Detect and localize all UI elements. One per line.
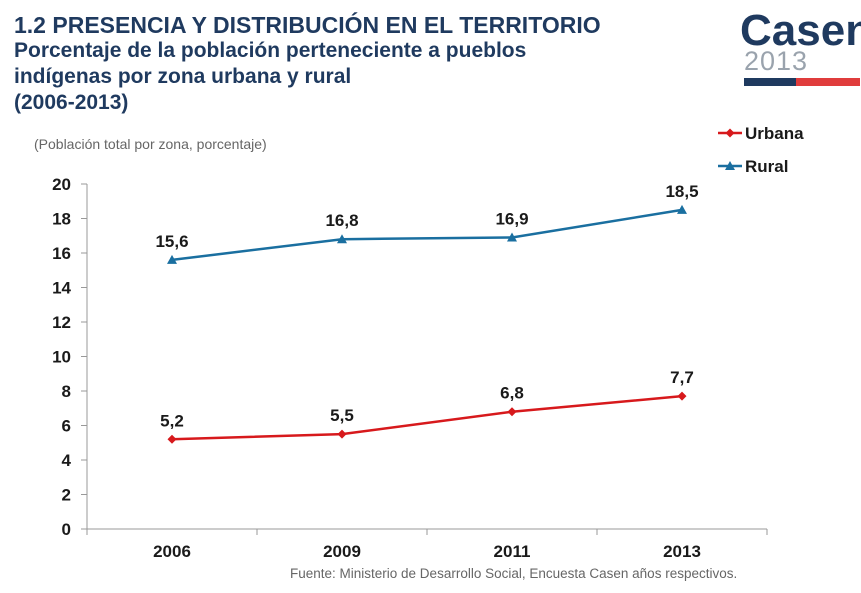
section-title: 1.2 PRESENCIA Y DISTRIBUCIÓN EN EL TERRI… (14, 12, 601, 38)
axis-subtitle: (Población total por zona, porcentaje) (34, 136, 267, 152)
y-tick-label: 10 (52, 348, 71, 367)
data-point-rural (507, 232, 517, 242)
chart-title-line-2: indígenas por zona urbana y rural (14, 65, 352, 88)
y-tick-label: 6 (62, 417, 71, 436)
title-block: 1.2 PRESENCIA Y DISTRIBUCIÓN EN EL TERRI… (14, 12, 601, 116)
data-label-urbana: 7,7 (670, 368, 694, 387)
series-line-rural (171, 208, 683, 262)
legend-marker-urbana (725, 128, 735, 138)
legend-marker-rural (725, 161, 735, 170)
data-label-rural: 16,9 (495, 209, 528, 228)
data-point-urbana (337, 429, 347, 439)
logo-year: 2013 (744, 46, 809, 76)
y-tick-label: 12 (52, 313, 71, 332)
y-tick-label: 20 (52, 175, 71, 194)
data-label-urbana: 5,2 (160, 411, 184, 430)
data-label-rural: 18,5 (665, 182, 698, 201)
data-label-urbana: 5,5 (330, 406, 354, 425)
x-tick-label: 2009 (323, 542, 361, 561)
logo-word: Casen (740, 6, 861, 55)
y-tick-label: 8 (62, 382, 71, 401)
x-tick-label: 2006 (153, 542, 191, 561)
y-tick-label: 14 (52, 279, 71, 298)
data-point-urbana (507, 407, 517, 417)
data-label-rural: 16,8 (325, 211, 358, 230)
data-point-urbana (677, 391, 687, 401)
y-tick-label: 2 (62, 486, 71, 505)
source-note: Fuente: Ministerio de Desarrollo Social,… (290, 566, 738, 581)
data-point-urbana (167, 434, 177, 444)
chart-title-years: (2006-2013) (14, 91, 129, 114)
y-tick-label: 4 (62, 451, 72, 470)
data-label-rural: 15,6 (155, 232, 188, 251)
x-tick-label: 2013 (663, 542, 701, 561)
casen-logo: Casen 2013 (740, 6, 861, 88)
series-line-urbana (171, 394, 683, 441)
legend-label-rural: Rural (745, 157, 788, 176)
x-tick-label: 2011 (494, 542, 531, 561)
logo-bar-red (796, 78, 860, 86)
logo-bar-blue (744, 78, 796, 86)
y-tick-label: 0 (62, 520, 71, 539)
data-label-urbana: 6,8 (500, 384, 524, 403)
legend-label-urbana: Urbana (745, 124, 804, 143)
data-point-rural (167, 254, 177, 264)
data-point-rural (677, 204, 687, 214)
data-point-rural (337, 234, 347, 244)
y-tick-label: 16 (52, 244, 71, 263)
chart-title-line-1: Porcentaje de la población perteneciente… (14, 39, 527, 62)
y-tick-label: 18 (52, 210, 71, 229)
